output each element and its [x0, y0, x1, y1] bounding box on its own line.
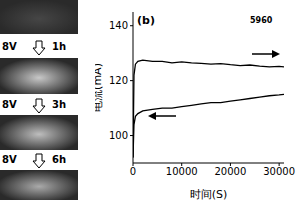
svg-text:120: 120	[109, 75, 128, 86]
html-text:6h: 6h	[52, 154, 67, 165]
svg-text:20000: 20000	[215, 166, 247, 177]
html-text:1h: 1h	[52, 41, 67, 52]
svg-text:电流(mA): 电流(mA)	[95, 63, 104, 112]
html-text:8V: 8V	[2, 41, 17, 52]
html-text:(b): (b)	[137, 14, 155, 27]
html-text:8V: 8V	[2, 99, 17, 110]
html-text:8V: 8V	[2, 154, 17, 165]
svg-text:30000: 30000	[263, 166, 292, 177]
svg-text:140: 140	[109, 20, 128, 31]
html-text:3h: 3h	[52, 99, 67, 110]
svg-text:0: 0	[130, 166, 136, 177]
html-text:5960: 5960	[250, 16, 273, 25]
svg-text:时间(S): 时间(S)	[190, 188, 228, 200]
svg-text:10000: 10000	[166, 166, 198, 177]
svg-text:100: 100	[109, 130, 128, 141]
